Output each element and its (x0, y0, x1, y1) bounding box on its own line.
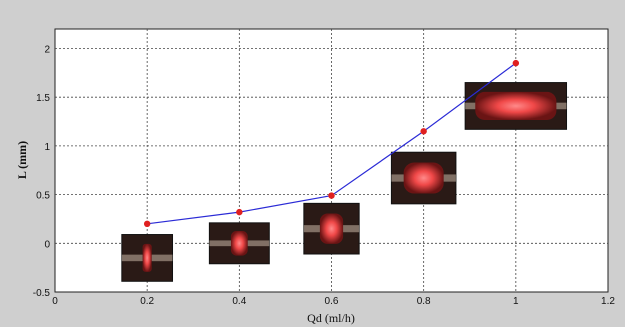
y-tick-labels: -0.5 0 0.5 1 1.5 2 (33, 44, 51, 299)
data-point (328, 192, 335, 199)
droplet-image (121, 234, 174, 282)
y-tick-label: 0.5 (36, 191, 50, 202)
droplet-glow (403, 162, 444, 194)
x-tick-label: 0.2 (140, 296, 154, 307)
x-tick-label: 0.8 (417, 296, 431, 307)
x-tick-label: 1.2 (601, 296, 615, 307)
data-series (143, 59, 520, 228)
droplet-images (121, 82, 568, 282)
y-tick-label: 2 (44, 44, 50, 55)
droplet-glow (142, 243, 152, 272)
y-tick-label: 1.5 (36, 93, 50, 104)
data-point (420, 128, 427, 135)
droplet-glow (475, 91, 557, 120)
x-tick-label: 0.4 (232, 296, 246, 307)
y-tick-label: 1 (44, 142, 50, 153)
x-tick-label: 1 (513, 296, 519, 307)
x-tick-label: 0 (52, 296, 58, 307)
droplet-glow (319, 213, 344, 244)
droplet-image (464, 82, 568, 130)
y-tick-label: 0 (44, 239, 50, 250)
x-axis-label: Qd (ml/h) (307, 311, 355, 325)
data-point (512, 59, 520, 67)
data-point (143, 220, 151, 228)
x-tick-label: 0.6 (325, 296, 339, 307)
droplet-image (390, 151, 457, 205)
y-axis-label: L (mm) (15, 141, 29, 179)
droplet-image (208, 222, 270, 265)
droplet-glow (230, 231, 248, 256)
x-tick-labels: 0 0.2 0.4 0.6 0.8 1 1.2 (52, 296, 615, 307)
droplet-image (303, 202, 360, 255)
y-tick-label: -0.5 (33, 288, 51, 299)
data-point (236, 208, 243, 216)
